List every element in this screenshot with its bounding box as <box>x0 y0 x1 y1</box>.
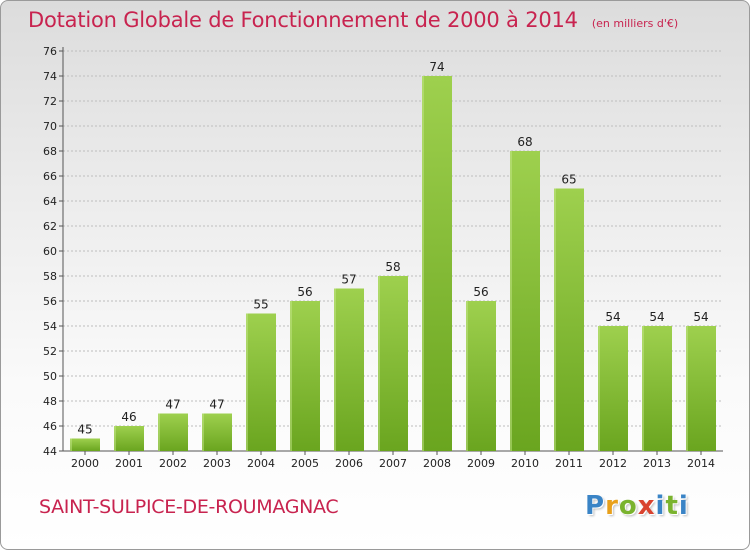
logo-letter: i <box>655 491 666 521</box>
bar-2012 <box>598 326 628 451</box>
chart-title-text: Dotation Globale de Fonctionnement de 20… <box>28 8 578 32</box>
y-tick-label: 66 <box>43 170 57 183</box>
data-label: 56 <box>297 285 312 299</box>
x-tick-label: 2010 <box>511 457 539 470</box>
bar-2011 <box>554 188 584 451</box>
bar-2010 <box>510 151 540 451</box>
data-label: 56 <box>473 285 488 299</box>
data-label: 68 <box>517 135 532 149</box>
bar-2004 <box>246 313 276 451</box>
bar-2000 <box>70 438 100 451</box>
x-tick-label: 2013 <box>643 457 671 470</box>
data-labels: 45 46 47 47 55 56 57 58 74 56 68 65 54 54 54 <box>77 60 708 437</box>
bar-2007 <box>378 276 408 451</box>
x-tick-label: 2004 <box>247 457 275 470</box>
y-tick-label: 44 <box>43 445 57 458</box>
y-tick-label: 54 <box>43 320 57 333</box>
bar-2014 <box>686 326 716 451</box>
y-tick-label: 58 <box>43 270 57 283</box>
logo-letter: P <box>585 491 606 521</box>
x-tick-label: 2008 <box>423 457 451 470</box>
x-tick-label: 2007 <box>379 457 407 470</box>
data-label: 57 <box>341 273 356 287</box>
data-label: 55 <box>253 298 268 312</box>
logo-letter: r <box>605 491 619 521</box>
bar-2003 <box>202 413 232 451</box>
y-tick-label: 46 <box>43 420 57 433</box>
logo-letter: i <box>678 491 689 521</box>
data-label: 54 <box>605 310 620 324</box>
data-label: 47 <box>165 398 180 412</box>
data-label: 65 <box>561 173 576 187</box>
x-tick-label: 2003 <box>203 457 231 470</box>
bar-2002 <box>158 413 188 451</box>
y-tick-label: 52 <box>43 345 57 358</box>
data-label: 46 <box>121 410 136 424</box>
bar-2008 <box>422 76 452 451</box>
bar-2009 <box>466 301 496 451</box>
y-tick-label: 62 <box>43 220 57 233</box>
y-tick-label: 48 <box>43 395 57 408</box>
x-tick-label: 2005 <box>291 457 319 470</box>
bars <box>70 76 716 451</box>
data-label: 74 <box>429 60 444 74</box>
y-tick-labels: 44 46 48 50 52 54 56 58 60 62 64 66 68 70 72 74 76 <box>43 45 57 458</box>
y-tick-label: 64 <box>43 195 57 208</box>
data-label: 47 <box>209 398 224 412</box>
proxiti-logo[interactable]: Proxiti <box>585 491 689 521</box>
data-label: 45 <box>77 423 92 437</box>
logo-letter: x <box>637 491 656 521</box>
x-tick-label: 2006 <box>335 457 363 470</box>
logo-letter: o <box>618 491 638 521</box>
y-tick-label: 56 <box>43 295 57 308</box>
commune-name: SAINT-SULPICE-DE-ROUMAGNAC <box>39 496 339 518</box>
y-tick-label: 76 <box>43 45 57 58</box>
x-tick-label: 2002 <box>159 457 187 470</box>
unit-label: (en milliers d'€) <box>591 17 679 30</box>
x-tick-label: 2001 <box>115 457 143 470</box>
y-tick-label: 74 <box>43 70 57 83</box>
y-tick-label: 60 <box>43 245 57 258</box>
y-tick-label: 68 <box>43 145 57 158</box>
y-tick-label: 70 <box>43 120 57 133</box>
x-tick-label: 2011 <box>555 457 583 470</box>
x-tick-labels: 2000 2001 2002 2003 2004 2005 2006 2007 2008 2009… <box>71 457 715 470</box>
chart-title: Dotation Globale de Fonctionnement de 20… <box>28 8 678 32</box>
x-tick-label: 2012 <box>599 457 627 470</box>
bar-2005 <box>290 301 320 451</box>
x-tick-label: 2000 <box>71 457 99 470</box>
data-label: 54 <box>649 310 664 324</box>
y-tick-label: 50 <box>43 370 57 383</box>
data-label: 54 <box>693 310 708 324</box>
logo-letter: t <box>665 491 679 521</box>
y-tick-label: 72 <box>43 95 57 108</box>
bar-2006 <box>334 288 364 451</box>
x-tick-label: 2014 <box>687 457 715 470</box>
data-label: 58 <box>385 260 400 274</box>
x-tick-label: 2009 <box>467 457 495 470</box>
bar-2013 <box>642 326 672 451</box>
bar-2001 <box>114 426 144 451</box>
